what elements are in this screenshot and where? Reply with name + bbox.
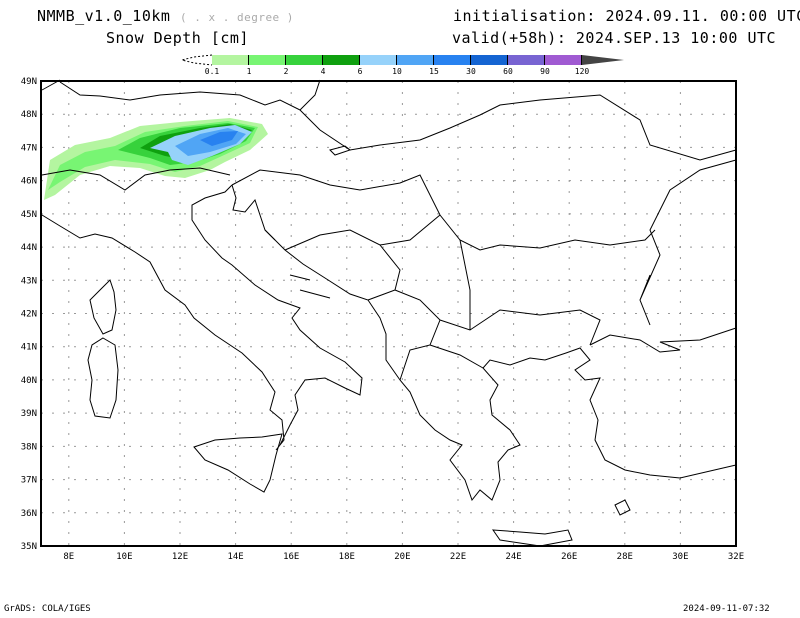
colorbar-box — [434, 55, 471, 65]
colorbar-box — [508, 55, 545, 65]
colorbar-label: 1 — [246, 67, 252, 76]
colorbar-label: 0.1 — [204, 67, 220, 76]
colorbar-label: 90 — [540, 67, 550, 76]
colorbar-under-triangle — [181, 54, 212, 66]
latitude-tick-label: 46N — [21, 177, 37, 187]
colorbar-label: 10 — [392, 67, 402, 76]
colorbar-label: 6 — [357, 67, 363, 76]
colorbar-box — [397, 55, 434, 65]
latitude-labels: 35N 36N 37N 38N 39N 40N 41N 42N 43N 44N 45N 46N 47N 4… — [21, 77, 37, 552]
longitude-tick-label: 8E — [63, 552, 74, 562]
colorbar-box — [212, 55, 249, 65]
longitude-tick-label: 16E — [283, 552, 299, 562]
variable-title: Snow Depth [cm] — [106, 29, 249, 47]
longitude-tick-label: 12E — [172, 552, 188, 562]
model-title: NMMB_v1.0_10km ( . x . degree ) — [37, 7, 294, 25]
latitude-tick-label: 37N — [21, 476, 37, 486]
longitude-tick-label: 10E — [116, 552, 132, 562]
colorbar-box — [360, 55, 397, 65]
colorbar-label: 60 — [503, 67, 513, 76]
colorbar-over-triangle — [582, 55, 624, 65]
colorbar-label: 15 — [429, 67, 439, 76]
latitude-tick-label: 48N — [21, 110, 37, 120]
latitude-tick-label: 35N — [21, 542, 37, 552]
latitude-tick-label: 47N — [21, 143, 37, 153]
longitude-tick-label: 20E — [394, 552, 410, 562]
longitude-labels: 8E 10E 12E 14E 16E 18E 20E 22E 24E 26E 28E 30E 32E — [63, 552, 744, 562]
footer-credit: GrADS: COLA/IGES — [4, 604, 91, 614]
colorbar-label: 4 — [320, 67, 326, 76]
latitude-tick-label: 49N — [21, 77, 37, 87]
colorbar-box — [471, 55, 508, 65]
longitude-tick-label: 26E — [561, 552, 577, 562]
resolution-note: ( . x . degree ) — [179, 11, 294, 24]
longitude-tick-label: 14E — [227, 552, 243, 562]
colorbar-box — [286, 55, 323, 65]
latitude-tick-label: 43N — [21, 276, 37, 286]
latitude-tick-label: 38N — [21, 442, 37, 452]
latitude-tick-label: 45N — [21, 210, 37, 220]
colorbar-boxes — [212, 55, 582, 65]
model-name: NMMB_v1.0_10km — [37, 7, 171, 25]
longitude-tick-label: 32E — [728, 552, 744, 562]
colorbar-box — [545, 55, 582, 65]
snow-depth-field — [44, 118, 268, 200]
footer-timestamp: 2024-09-11-07:32 — [683, 604, 770, 614]
colorbar-label: 30 — [466, 67, 476, 76]
initialisation-time: initialisation: 2024.09.11. 00:00 UTC — [453, 7, 800, 25]
map-frame — [40, 80, 737, 547]
longitude-tick-label: 22E — [450, 552, 466, 562]
colorbar-label: 2 — [283, 67, 289, 76]
longitude-tick-label: 24E — [505, 552, 521, 562]
colorbar-label: 120 — [574, 67, 590, 76]
latitude-tick-label: 41N — [21, 343, 37, 353]
latitude-tick-label: 42N — [21, 310, 37, 320]
latitude-tick-label: 36N — [21, 509, 37, 519]
latitude-tick-label: 44N — [21, 243, 37, 253]
longitude-tick-label: 28E — [617, 552, 633, 562]
valid-time: valid(+58h): 2024.SEP.13 10:00 UTC — [452, 29, 777, 47]
colorbar-box — [249, 55, 286, 65]
longitude-tick-label: 30E — [672, 552, 688, 562]
colorbar-box — [323, 55, 360, 65]
latitude-tick-label: 39N — [21, 409, 37, 419]
latitude-tick-label: 40N — [21, 376, 37, 386]
longitude-tick-label: 18E — [339, 552, 355, 562]
